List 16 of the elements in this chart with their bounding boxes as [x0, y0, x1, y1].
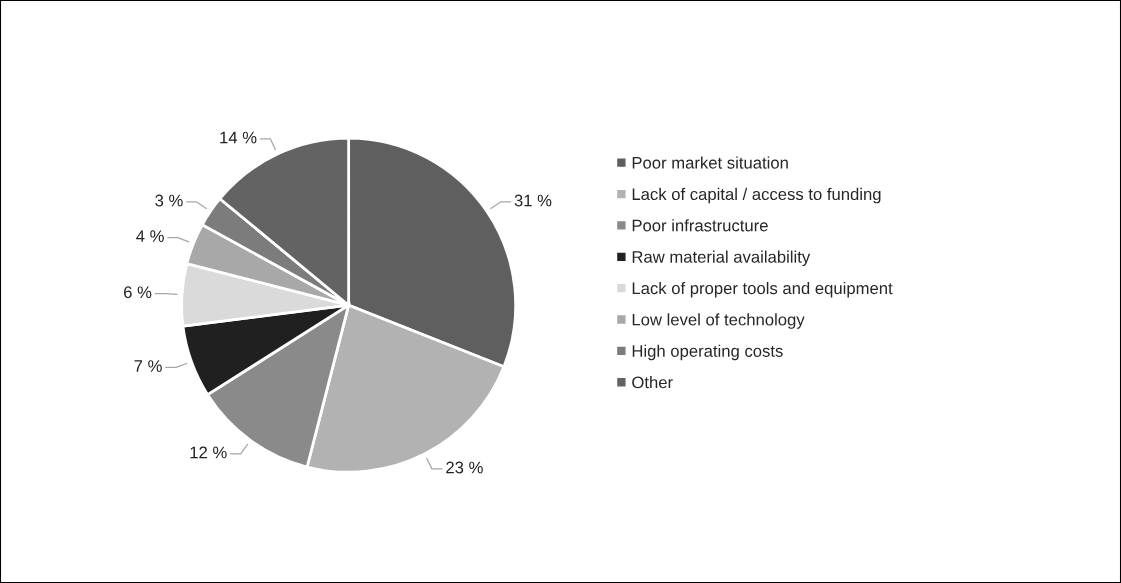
data-label: 12 % [190, 446, 227, 459]
legend-label: Poor infrastructure [632, 219, 768, 232]
data-label: 7 % [134, 360, 162, 372]
data-label: 6 % [124, 286, 152, 299]
data-label: 4 % [136, 230, 164, 242]
legend-label: Low level of technology [632, 313, 805, 329]
data-label: 3 % [155, 194, 183, 207]
data-label: 14 % [220, 131, 257, 144]
legend-label: Other [632, 376, 673, 389]
legend-label: Poor market situation [632, 156, 788, 169]
legend-label: Raw material availability [632, 250, 811, 267]
data-label: 23 % [446, 461, 483, 474]
legend-label: High operating costs [632, 344, 783, 361]
legend-label: Lack of proper tools and equipment [632, 281, 893, 298]
data-label: 31 % [514, 194, 552, 207]
legend-label: Lack of capital / access to funding [632, 187, 881, 204]
